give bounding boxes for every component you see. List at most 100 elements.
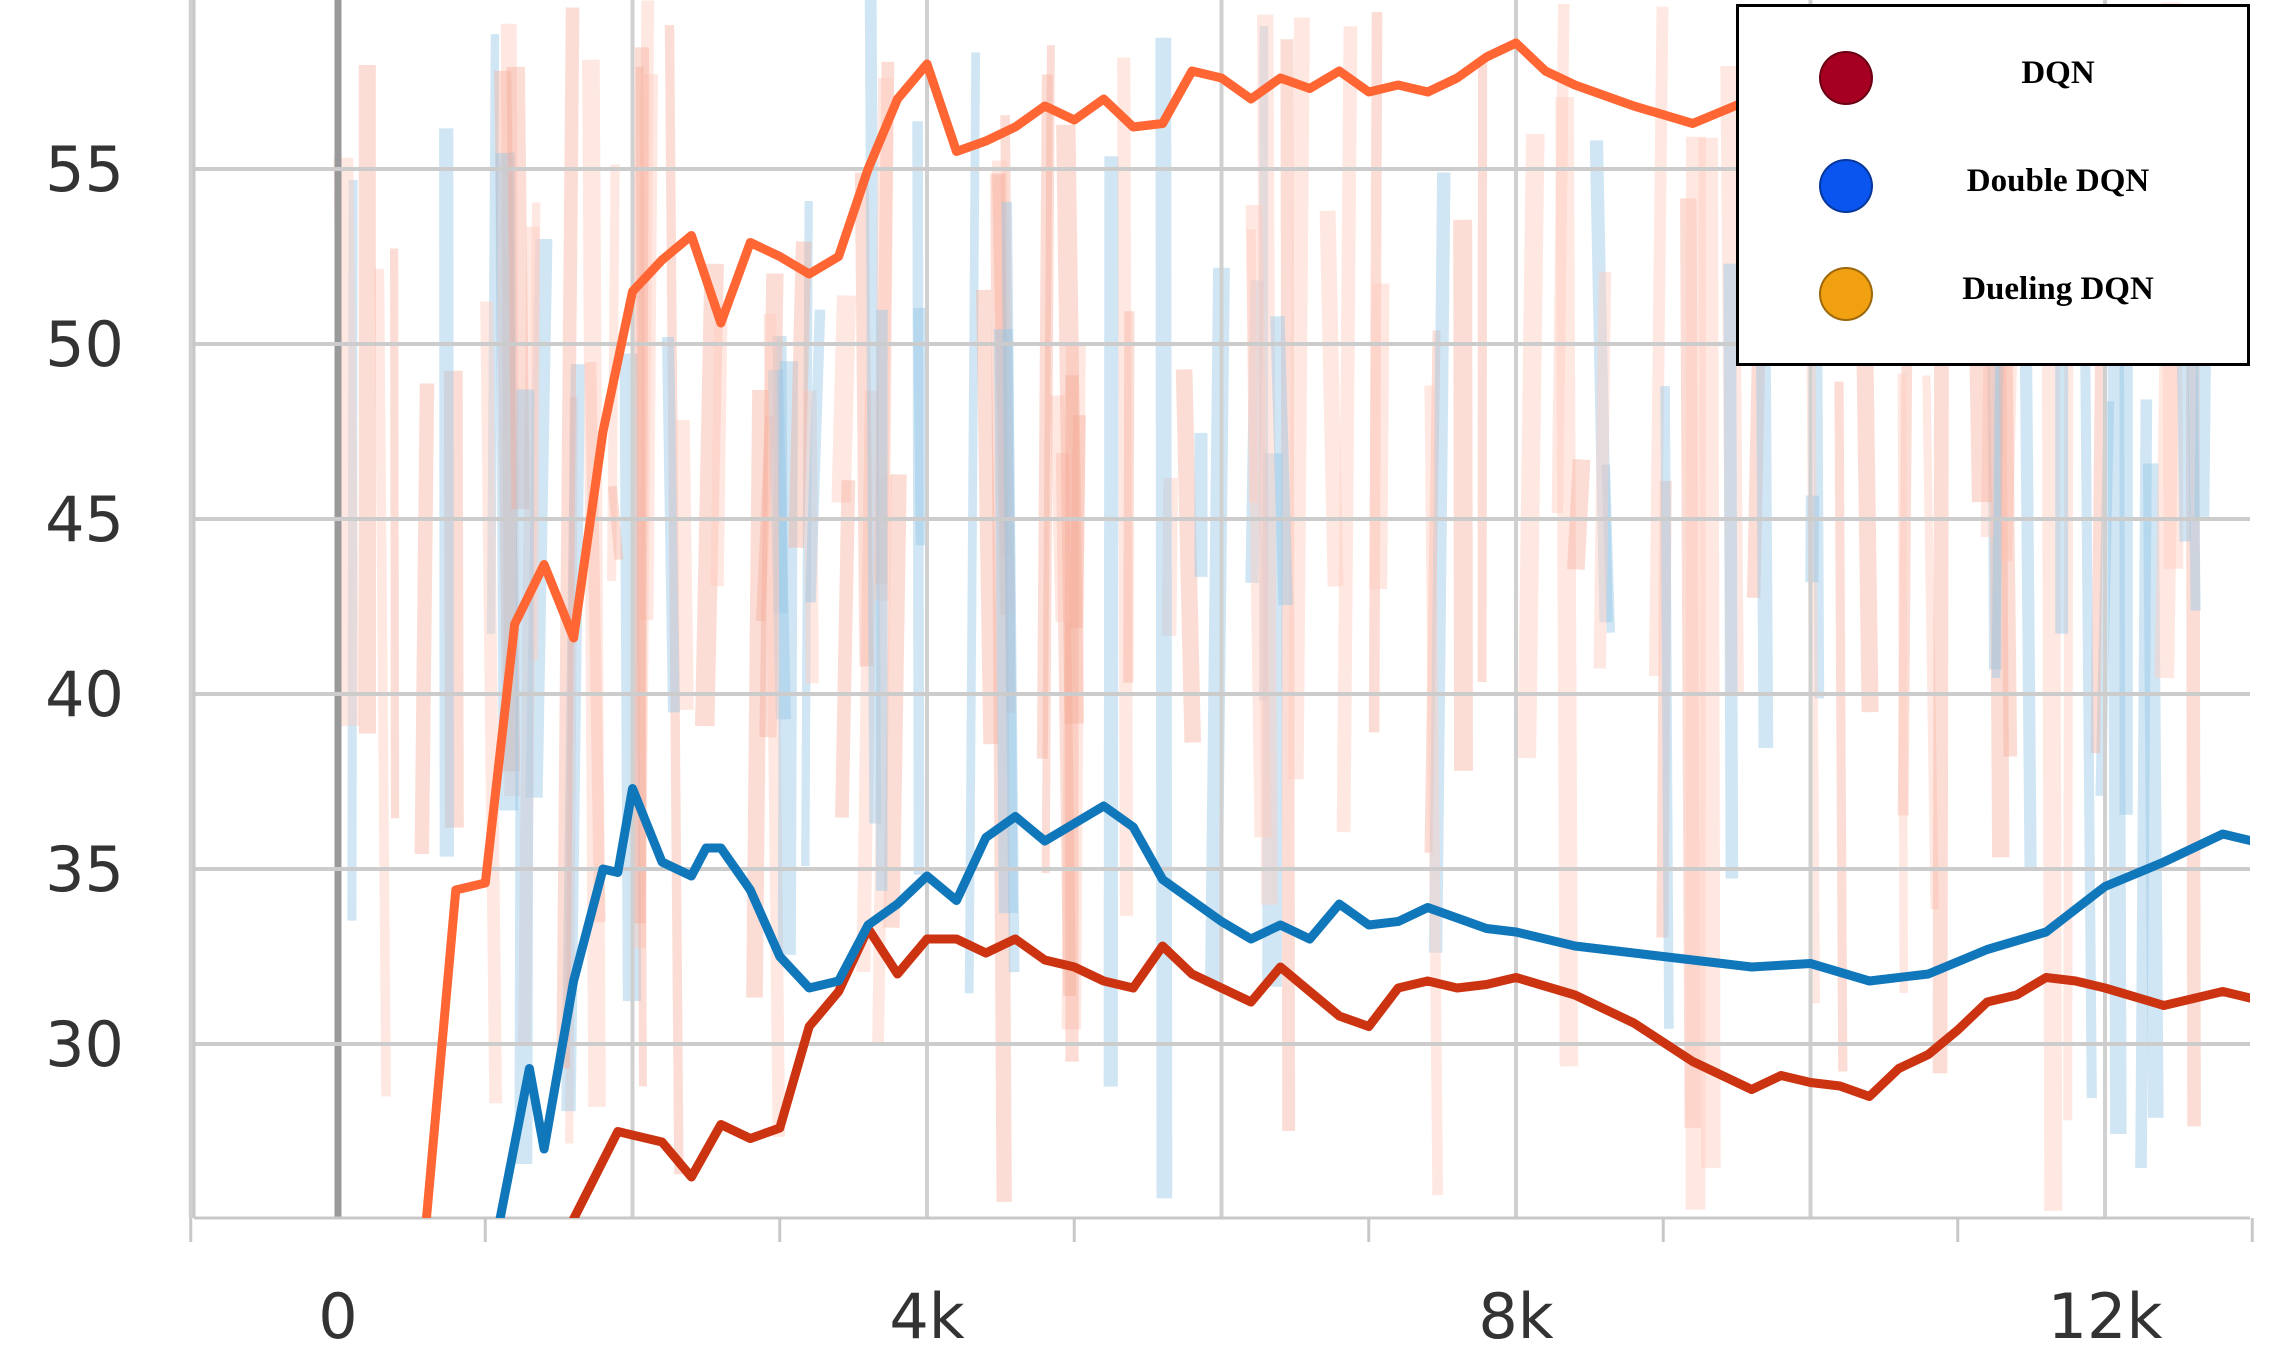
noise-stroke (661, 336, 681, 713)
noise-stroke (1069, 415, 1086, 629)
noise-stroke (991, 160, 1016, 615)
noise-stroke (664, 24, 684, 1175)
noise-stroke (1246, 229, 1258, 503)
noise-stroke (1049, 395, 1071, 623)
y-tick-label: 45 (45, 483, 124, 556)
noise-stroke (710, 310, 728, 587)
legend: DQN Double DQN Dueling DQN (1736, 4, 2250, 366)
noise-stroke (1589, 140, 1613, 623)
noise-stroke (675, 419, 694, 711)
noise-stroke (763, 313, 786, 1137)
noise-stroke (633, 0, 655, 949)
noise-stroke (333, 157, 360, 727)
x-tick-label: 4k (889, 1280, 964, 1352)
noise-stroke (1424, 330, 1441, 853)
noise-stroke (486, 34, 500, 634)
noise-stroke (1117, 57, 1134, 916)
noise-stroke (1555, 97, 1579, 1067)
noise-stroke (414, 383, 435, 855)
legend-item-dqn: DQN (1739, 43, 2247, 113)
noise-stroke (2019, 277, 2037, 871)
noise-stroke (1567, 459, 1591, 570)
noise-stroke (1477, 59, 1488, 683)
noise-stroke (1155, 37, 1173, 1199)
noise-stroke (1648, 6, 1669, 677)
noise-stroke (518, 226, 540, 1044)
noise-stroke (506, 66, 530, 510)
noise-stroke (964, 52, 981, 994)
noise-stroke (584, 361, 606, 923)
y-tick-label: 35 (45, 833, 124, 906)
noise-stroke (556, 7, 580, 1069)
noise-stroke (788, 241, 812, 548)
noise-stroke (1001, 201, 1020, 973)
noise-stroke (1319, 210, 1344, 587)
legend-label-double-dqn: Double DQN (1966, 163, 2150, 199)
y-tick-label: 50 (45, 308, 124, 381)
noise-stroke (1280, 39, 1296, 1132)
noise-stroke (1055, 452, 1077, 997)
legend-label-dqn: DQN (2021, 55, 2095, 91)
y-tick-label: 40 (45, 658, 124, 731)
noise-stroke (875, 61, 895, 585)
noise-stroke (480, 301, 503, 1104)
noise-stroke (1123, 311, 1135, 683)
noise-stroke (1551, 3, 1570, 514)
noise-stroke (2041, 272, 2063, 1211)
noise-stroke (1660, 385, 1674, 1029)
noise-stroke (831, 295, 857, 503)
noise-stroke (631, 47, 650, 924)
series-layer (421, 38, 2250, 1218)
noise-stroke (883, 474, 907, 928)
noise-stroke (1897, 373, 1909, 994)
noise-stroke (1453, 219, 1473, 771)
noise-stroke (347, 179, 358, 921)
noise-stroke (835, 480, 856, 818)
noise-stroke (1103, 156, 1119, 1087)
raw-noise-layer (333, 0, 2215, 1211)
noise-stroke (1257, 14, 1278, 905)
noise-stroke (873, 77, 894, 601)
noise-stroke (2135, 399, 2153, 1169)
noise-stroke (1593, 271, 1612, 669)
noise-stroke (1036, 74, 1053, 759)
noise-stroke (1287, 17, 1310, 780)
noise-stroke (1922, 375, 1939, 910)
noise-stroke (2187, 329, 2201, 611)
series-line-dueling-dqn (421, 38, 2250, 1218)
y-tick-label: 30 (45, 1008, 124, 1081)
noise-stroke (1980, 360, 1997, 538)
noise-stroke (1041, 45, 1055, 874)
noise-stroke (1336, 26, 1358, 833)
noise-stroke (1175, 369, 1201, 743)
noise-stroke (759, 273, 784, 738)
noise-stroke (1368, 11, 1383, 733)
noise-stroke (1834, 381, 1848, 1072)
noise-stroke (390, 248, 400, 819)
noise-stroke (801, 200, 813, 867)
noise-stroke (1270, 316, 1293, 606)
noise-stroke (1056, 124, 1084, 724)
noise-stroke (767, 369, 792, 720)
noise-stroke (1428, 172, 1451, 953)
noise-stroke (913, 307, 929, 546)
noise-stroke (374, 268, 391, 1097)
x-tick-label: 8k (1478, 1280, 1553, 1352)
noise-stroke (582, 59, 606, 1107)
noise-stroke (1746, 326, 1766, 598)
noise-stroke (1656, 480, 1672, 938)
noise-stroke (1601, 464, 1616, 633)
noise-stroke (772, 335, 788, 614)
legend-marker-dqn (1819, 51, 1873, 105)
noise-stroke (1000, 115, 1016, 713)
noise-stroke (608, 485, 624, 560)
noise-stroke (1061, 342, 1086, 1030)
legend-item-double-dqn: Double DQN (1739, 151, 2247, 221)
legend-marker-dueling-dqn (1819, 267, 1873, 321)
axis-layer (189, 0, 2254, 1242)
legend-label-dueling-dqn: Dueling DQN (1962, 271, 2154, 307)
noise-stroke (2142, 463, 2164, 1118)
noise-stroke (856, 390, 879, 973)
noise-stroke (854, 172, 874, 667)
x-tick-label: 0 (318, 1280, 357, 1352)
